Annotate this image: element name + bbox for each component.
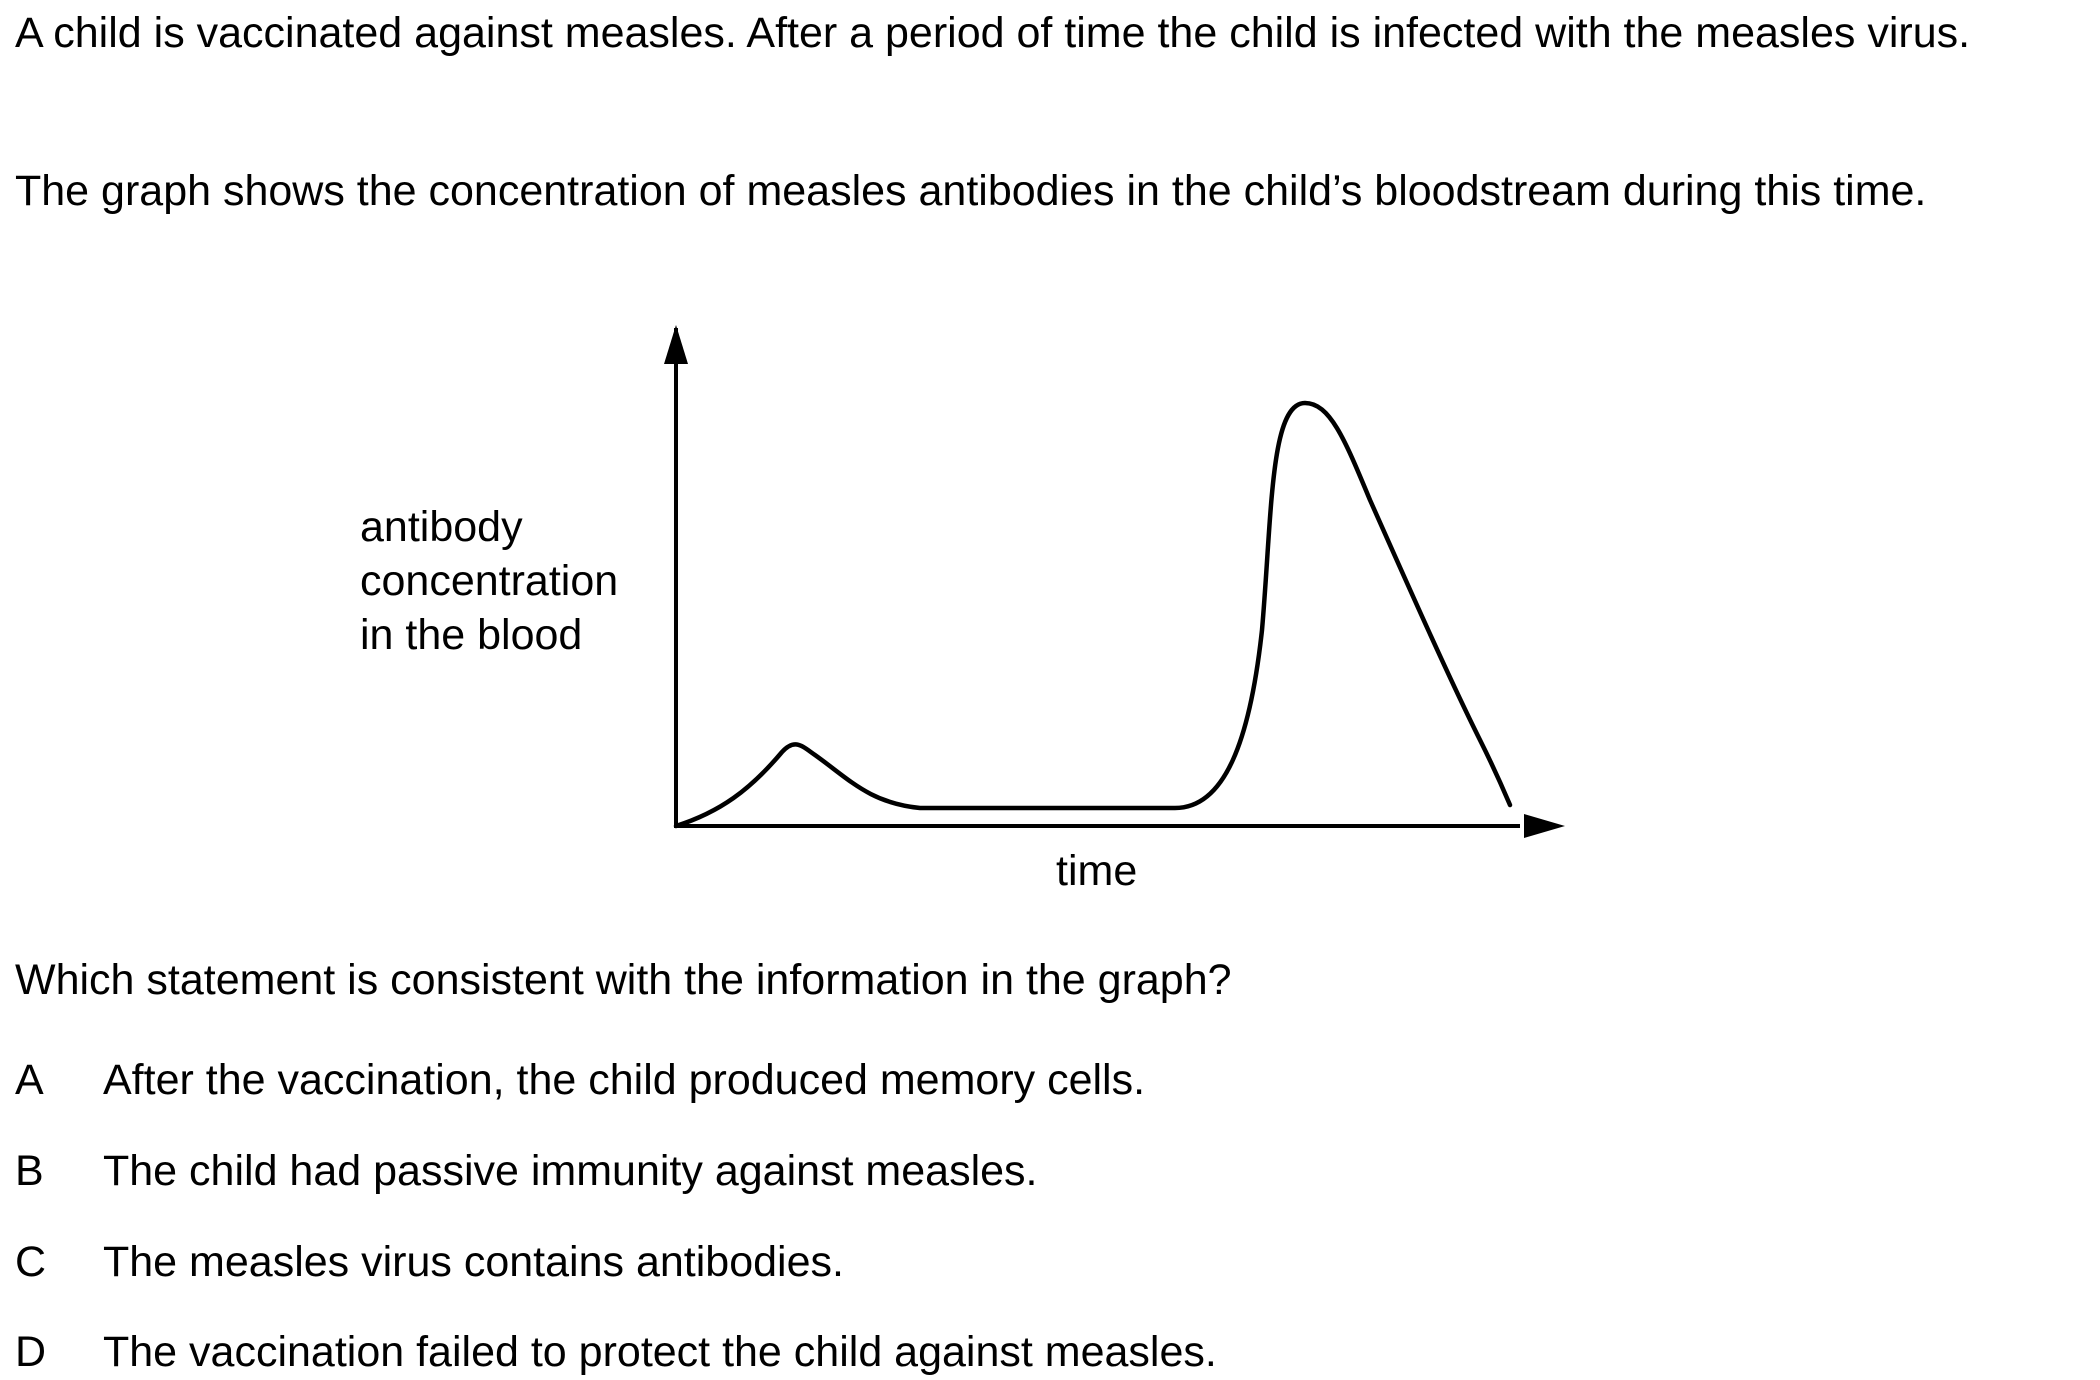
- antibody-curve: [673, 400, 1513, 829]
- option-b[interactable]: B The child had passive immunity against…: [15, 1144, 1038, 1198]
- x-axis-label: time: [1056, 847, 1138, 895]
- y-axis-label: antibody concentration in the blood: [360, 500, 680, 662]
- intro-paragraph-2: The graph shows the concentration of mea…: [15, 167, 1927, 215]
- option-d[interactable]: D The vaccination failed to protect the …: [15, 1325, 1217, 1379]
- antibody-graph: [664, 325, 1565, 838]
- option-text: After the vaccination, the child produce…: [103, 1056, 1146, 1104]
- option-letter: D: [15, 1328, 47, 1376]
- option-text: The measles virus contains antibodies.: [103, 1238, 844, 1286]
- y-axis-label-line-3: in the blood: [360, 611, 583, 659]
- y-axis-arrowhead: [664, 325, 688, 364]
- x-axis-arrowhead: [1524, 814, 1565, 838]
- question-prompt: Which statement is consistent with the i…: [15, 956, 1232, 1004]
- option-a[interactable]: A After the vaccination, the child produ…: [15, 1053, 1145, 1107]
- option-c[interactable]: C The measles virus contains antibodies.: [15, 1235, 844, 1289]
- intro-paragraph-1: A child is vaccinated against measles. A…: [15, 9, 1971, 57]
- y-axis-label-line-1: antibody: [360, 503, 523, 551]
- option-letter: A: [15, 1056, 44, 1104]
- option-text: The child had passive immunity against m…: [103, 1147, 1038, 1195]
- y-axis-label-line-2: concentration: [360, 557, 619, 605]
- option-letter: B: [15, 1147, 44, 1195]
- option-letter: C: [15, 1238, 47, 1286]
- option-text: The vaccination failed to protect the ch…: [103, 1328, 1217, 1376]
